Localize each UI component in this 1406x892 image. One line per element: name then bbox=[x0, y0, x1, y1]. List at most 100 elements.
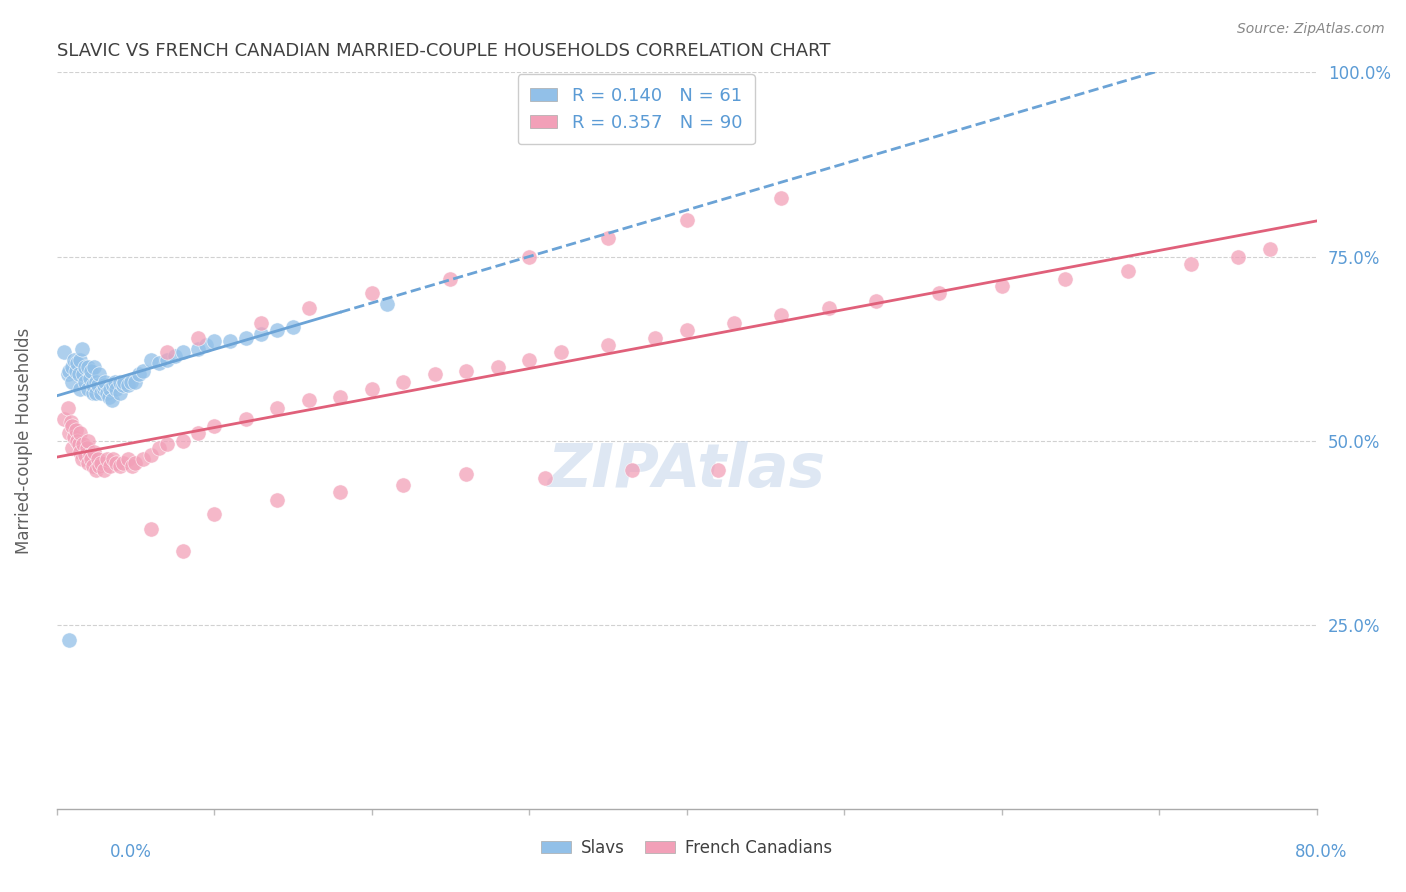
Point bbox=[148, 356, 170, 370]
Legend: R = 0.140   N = 61, R = 0.357   N = 90: R = 0.140 N = 61, R = 0.357 N = 90 bbox=[517, 74, 755, 145]
Point bbox=[360, 382, 382, 396]
Point bbox=[219, 334, 242, 349]
Point bbox=[770, 191, 793, 205]
Y-axis label: Married-couple Households: Married-couple Households bbox=[15, 327, 32, 554]
Point bbox=[65, 364, 87, 378]
Point bbox=[80, 452, 103, 467]
Point bbox=[60, 441, 83, 455]
Point bbox=[69, 426, 91, 441]
Point bbox=[928, 286, 950, 301]
Point bbox=[675, 212, 697, 227]
Point bbox=[96, 385, 118, 400]
Point bbox=[80, 364, 103, 378]
Point bbox=[83, 359, 105, 374]
Point bbox=[79, 449, 101, 463]
Point bbox=[132, 364, 155, 378]
Point bbox=[53, 411, 76, 425]
Point bbox=[392, 375, 415, 389]
Point bbox=[112, 375, 135, 389]
Point bbox=[675, 323, 697, 337]
Point bbox=[94, 375, 117, 389]
Point bbox=[58, 364, 80, 378]
Point bbox=[172, 434, 194, 448]
Point bbox=[117, 378, 139, 392]
Point bbox=[139, 449, 162, 463]
Point bbox=[77, 359, 100, 374]
Point bbox=[90, 385, 112, 400]
Point bbox=[266, 401, 288, 415]
Point bbox=[59, 415, 82, 429]
Text: ZIPAtlas: ZIPAtlas bbox=[548, 441, 825, 500]
Point bbox=[86, 378, 108, 392]
Point bbox=[84, 463, 107, 477]
Point bbox=[56, 368, 79, 382]
Point bbox=[82, 459, 104, 474]
Point bbox=[423, 368, 446, 382]
Point bbox=[550, 345, 572, 359]
Point bbox=[250, 316, 273, 330]
Point bbox=[104, 375, 127, 389]
Point bbox=[98, 459, 121, 474]
Point bbox=[1116, 264, 1139, 278]
Point bbox=[76, 441, 98, 455]
Point bbox=[93, 382, 115, 396]
Point bbox=[111, 456, 134, 470]
Point bbox=[195, 338, 218, 352]
Point bbox=[69, 352, 91, 367]
Point bbox=[108, 459, 131, 474]
Point bbox=[128, 368, 150, 382]
Point bbox=[53, 345, 76, 359]
Point bbox=[103, 452, 125, 467]
Point bbox=[172, 345, 194, 359]
Point bbox=[723, 316, 745, 330]
Point bbox=[70, 452, 93, 467]
Point bbox=[235, 411, 257, 425]
Point bbox=[124, 456, 146, 470]
Point bbox=[139, 522, 162, 536]
Point bbox=[156, 352, 179, 367]
Point bbox=[596, 231, 619, 245]
Point bbox=[70, 342, 93, 356]
Point bbox=[202, 419, 225, 434]
Point bbox=[377, 297, 399, 311]
Point bbox=[120, 375, 142, 389]
Point bbox=[163, 349, 186, 363]
Point bbox=[770, 309, 793, 323]
Point bbox=[817, 301, 839, 315]
Point bbox=[1227, 250, 1250, 264]
Point bbox=[298, 301, 321, 315]
Point bbox=[235, 330, 257, 344]
Point bbox=[73, 375, 96, 389]
Point bbox=[329, 485, 352, 500]
Point bbox=[72, 368, 94, 382]
Point bbox=[132, 452, 155, 467]
Point bbox=[486, 359, 509, 374]
Point bbox=[82, 378, 104, 392]
Point bbox=[89, 368, 111, 382]
Point bbox=[620, 463, 643, 477]
Point bbox=[73, 359, 96, 374]
Point bbox=[60, 359, 83, 374]
Point bbox=[82, 385, 104, 400]
Point bbox=[73, 449, 96, 463]
Point bbox=[121, 459, 143, 474]
Point bbox=[991, 279, 1014, 293]
Point bbox=[202, 508, 225, 522]
Point bbox=[139, 352, 162, 367]
Point bbox=[517, 352, 540, 367]
Point bbox=[148, 441, 170, 455]
Point bbox=[392, 478, 415, 492]
Point bbox=[456, 364, 478, 378]
Point bbox=[329, 390, 352, 404]
Point bbox=[105, 456, 128, 470]
Point bbox=[60, 419, 83, 434]
Point bbox=[534, 470, 557, 484]
Point bbox=[93, 463, 115, 477]
Point bbox=[596, 338, 619, 352]
Point bbox=[98, 382, 121, 396]
Point bbox=[707, 463, 730, 477]
Point bbox=[266, 323, 288, 337]
Point bbox=[83, 444, 105, 458]
Point bbox=[58, 426, 80, 441]
Point bbox=[360, 286, 382, 301]
